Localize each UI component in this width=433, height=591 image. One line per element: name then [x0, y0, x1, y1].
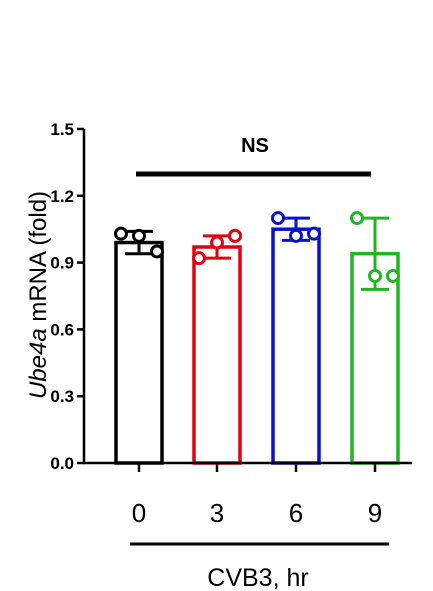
- error-bars-group: [125, 216, 389, 291]
- data-point: [210, 235, 224, 250]
- x-tick-label: 9: [368, 498, 382, 528]
- x-axis: 0 3 6 9: [83, 461, 412, 528]
- bar: [192, 245, 242, 465]
- data-point: [228, 228, 242, 243]
- y-axis: 0.0 0.3 0.6 0.9 1.2 1.5: [50, 120, 86, 473]
- y-tick-label: 0.9: [50, 254, 74, 273]
- data-point: [350, 211, 364, 226]
- bars-group: [114, 227, 400, 465]
- bar: [271, 227, 321, 465]
- data-point: [307, 226, 321, 241]
- data-point: [368, 268, 382, 283]
- y-tick-label: 0.3: [50, 387, 74, 406]
- y-tick-label: 1.2: [50, 187, 74, 206]
- y-tick-label: 0.0: [50, 454, 74, 473]
- data-points-group: [114, 211, 400, 283]
- x-tick-label: 6: [289, 498, 303, 528]
- data-point: [132, 228, 146, 243]
- y-tick-label: 0.6: [50, 320, 74, 339]
- y-axis-title-italic: Ube4a: [25, 328, 52, 399]
- significance-label: NS: [241, 135, 269, 157]
- data-point: [114, 226, 128, 241]
- data-point: [289, 228, 303, 243]
- data-point: [150, 244, 164, 259]
- x-axis-title: CVB3, hr: [207, 564, 308, 591]
- y-axis-title-rest: mRNA (fold): [25, 191, 52, 328]
- x-tick-label: 0: [132, 498, 146, 528]
- x-tick-label: 3: [210, 498, 224, 528]
- bar: [114, 240, 164, 465]
- data-point: [271, 211, 285, 226]
- data-point: [386, 268, 400, 283]
- data-point: [192, 251, 206, 266]
- y-axis-title: Ube4a mRNA (fold): [25, 191, 52, 399]
- y-tick-label: 1.5: [50, 120, 74, 139]
